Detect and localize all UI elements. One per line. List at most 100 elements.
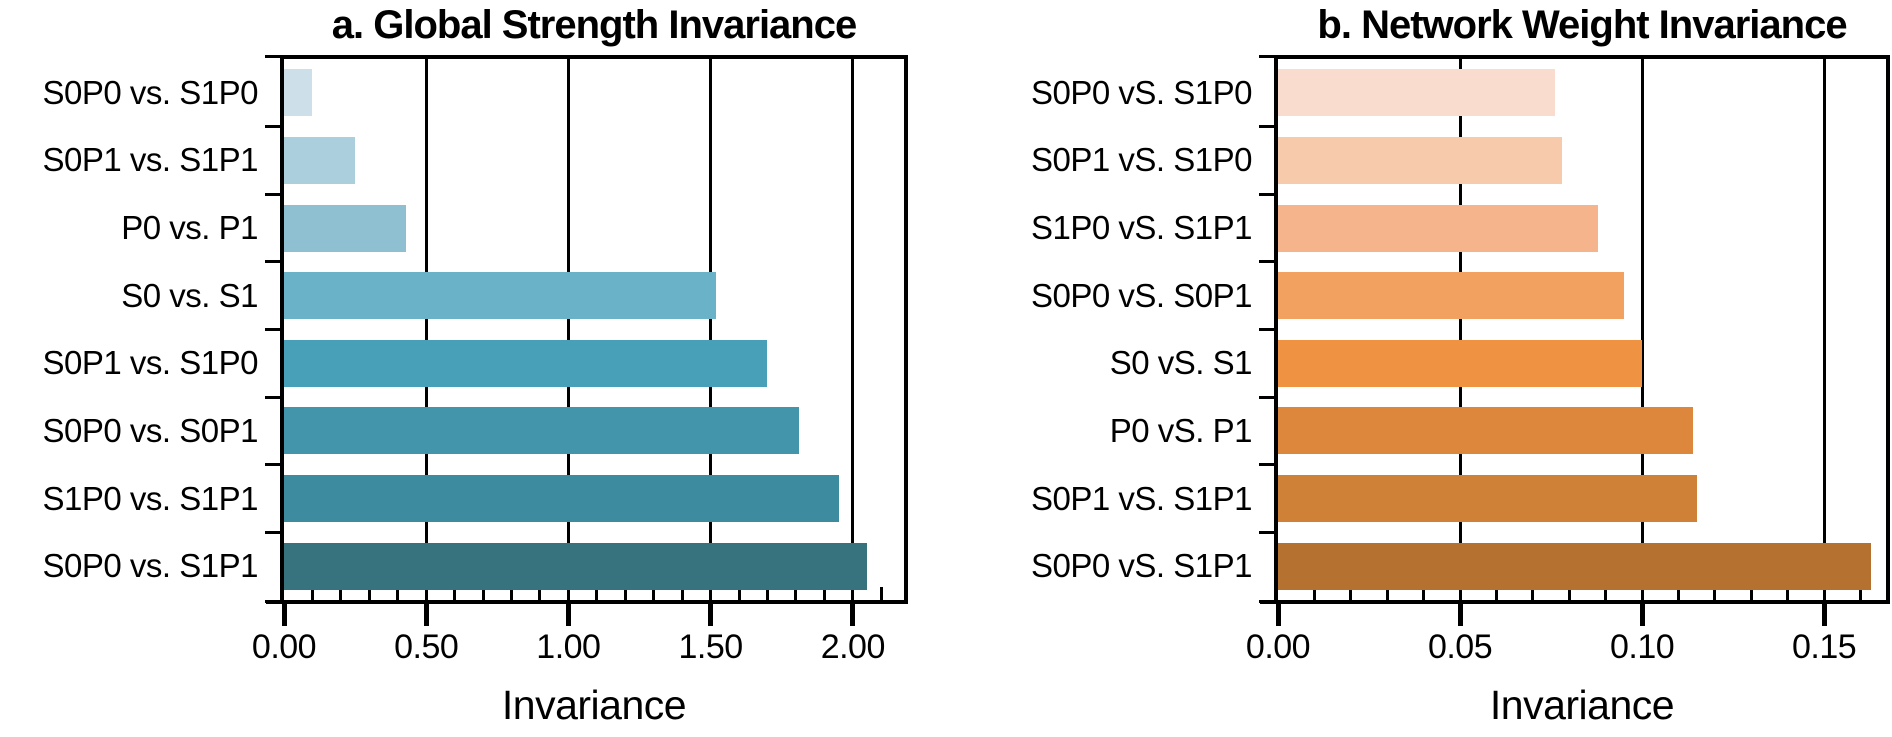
x-major-tick-a-0.50: [423, 604, 429, 626]
x-minor-tick-b: [1713, 587, 1717, 600]
gridline-b-0.15: [1822, 59, 1826, 600]
category-label-a-3: P0 vs. P1: [121, 209, 258, 247]
x-tick-label-a-0.00: 0.00: [251, 628, 317, 666]
plot-area-b: [1274, 55, 1890, 604]
bar-a-3: [284, 204, 407, 252]
x-major-tick-b-0.15: [1821, 604, 1827, 626]
x-minor-tick-b: [1312, 587, 1316, 600]
category-label-a-5: S0P1 vs. S1P0: [42, 344, 259, 382]
x-major-tick-b-0.10: [1639, 604, 1645, 626]
x-minor-tick-a: [652, 587, 656, 600]
x-minor-tick-b: [1494, 587, 1498, 600]
chart-network-weight-invariance: b. Network Weight Invariance S0P0 vS. S1…: [946, 0, 1892, 737]
x-minor-tick-a: [595, 587, 599, 600]
x-tick-label-a-1.50: 1.50: [678, 628, 744, 666]
x-major-tick-a-1.00: [565, 604, 571, 626]
bar-a-8: [284, 542, 868, 590]
x-minor-tick-b: [1604, 587, 1608, 600]
category-label-b-5: S0 vS. S1: [1109, 344, 1253, 382]
category-label-a-7: S1P0 vs. S1P1: [42, 479, 259, 517]
x-minor-tick-a: [680, 587, 684, 600]
bar-b-2: [1278, 136, 1562, 184]
y-boundary-tick-b: [1259, 530, 1274, 534]
y-boundary-tick-a: [265, 55, 280, 58]
y-boundary-tick-a: [265, 260, 280, 264]
x-axis-label-b: Invariance: [1489, 682, 1675, 728]
x-minor-tick-b: [1422, 587, 1426, 600]
x-minor-tick-a: [310, 587, 314, 600]
x-minor-tick-a: [765, 587, 769, 600]
gridline-a-0.50: [424, 59, 428, 600]
x-minor-tick-a: [623, 587, 627, 600]
y-boundary-tick-a: [265, 328, 280, 331]
y-boundary-tick-a: [265, 463, 280, 467]
y-boundary-tick-b: [1259, 395, 1274, 399]
x-axis-extension-b: [1260, 600, 1274, 604]
x-minor-tick-b: [1567, 587, 1571, 600]
x-minor-tick-a: [879, 587, 883, 600]
y-boundary-tick-b: [1259, 463, 1274, 467]
y-boundary-tick-b: [1259, 260, 1274, 264]
gridline-a-1.00: [566, 59, 570, 600]
x-minor-tick-b: [1749, 587, 1753, 600]
x-minor-tick-a: [481, 587, 485, 600]
category-label-b-6: P0 vS. P1: [1109, 411, 1253, 449]
plot-area-a: [280, 55, 908, 604]
category-label-b-4: S0P0 vS. S0P1: [1031, 276, 1252, 314]
x-axis-b: 0.00 0.05 0.10 0.15: [1246, 604, 1886, 674]
category-label-a-6: S0P0 vs. S0P1: [42, 411, 259, 449]
bar-b-8: [1278, 542, 1872, 590]
y-boundary-tick-a: [265, 192, 280, 196]
x-tick-label-b-0.10: 0.10: [1609, 628, 1675, 666]
x-tick-label-b-0.15: 0.15: [1792, 628, 1857, 666]
bar-a-2: [284, 136, 356, 184]
category-axis-a: S0P0 vs. S1P0 S0P1 vs. S1P1 P0 vs. P1 S0 vs…: [0, 59, 259, 600]
x-major-tick-b-0.00: [1275, 604, 1281, 626]
y-boundary-tick-b: [1259, 125, 1274, 129]
bar-b-5: [1278, 339, 1643, 387]
bar-b-3: [1278, 204, 1599, 252]
x-axis-label-a: Invariance: [501, 682, 687, 728]
bar-a-7: [284, 475, 839, 523]
bar-b-7: [1278, 475, 1697, 523]
x-major-tick-a-1.50: [708, 604, 714, 626]
x-minor-tick-a: [822, 587, 826, 600]
x-minor-tick-b: [1786, 587, 1790, 600]
x-minor-tick-a: [367, 587, 371, 600]
x-tick-label-b-0.00: 0.00: [1245, 628, 1311, 666]
category-label-a-4: S0 vs. S1: [121, 276, 258, 314]
bar-b-6: [1278, 407, 1694, 455]
bar-b-4: [1278, 272, 1624, 320]
x-minor-tick-a: [339, 587, 343, 600]
y-boundary-tick-b: [1259, 55, 1274, 58]
x-tick-label-b-0.05: 0.05: [1427, 628, 1493, 666]
x-major-tick-b-0.05: [1457, 604, 1463, 626]
category-label-a-1: S0P0 vs. S1P0: [42, 73, 259, 111]
chart-global-strength-invariance: a. Global Strength Invariance S0P0 vs. S…: [0, 3, 908, 728]
x-tick-label-a-2.00: 2.00: [820, 628, 886, 666]
gridline-a-2.00: [851, 59, 855, 600]
x-minor-tick-b: [1385, 587, 1389, 600]
gridline-b-0.05: [1458, 59, 1462, 600]
y-boundary-tick-a: [265, 125, 280, 129]
x-major-tick-a-0.00: [281, 604, 287, 626]
x-major-tick-a-2.00: [850, 604, 856, 626]
x-minor-tick-b: [1531, 587, 1535, 600]
bar-a-4: [284, 272, 717, 320]
category-label-a-8: S0P0 vs. S1P1: [42, 547, 259, 585]
bar-a-1: [284, 69, 313, 117]
x-minor-tick-a: [538, 587, 542, 600]
x-tick-label-a-1.00: 1.00: [536, 628, 601, 666]
y-boundary-tick-a: [265, 530, 280, 534]
category-label-b-2: S0P1 vS. S1P0: [1031, 141, 1252, 179]
category-label-b-8: S0P0 vS. S1P1: [1031, 547, 1252, 585]
category-axis-b: S0P0 vS. S1P0 S0P1 vS. S1P0 S1P0 vS. S1P1 S…: [946, 59, 1252, 600]
x-minor-tick-b: [1349, 587, 1353, 600]
x-minor-tick-a: [396, 587, 400, 600]
bar-a-6: [284, 407, 799, 455]
category-label-a-2: S0P1 vs. S1P1: [42, 141, 259, 179]
x-tick-label-a-0.50: 0.50: [394, 628, 459, 666]
y-boundary-tick-b: [1259, 328, 1274, 331]
x-minor-tick-b: [1676, 587, 1680, 600]
